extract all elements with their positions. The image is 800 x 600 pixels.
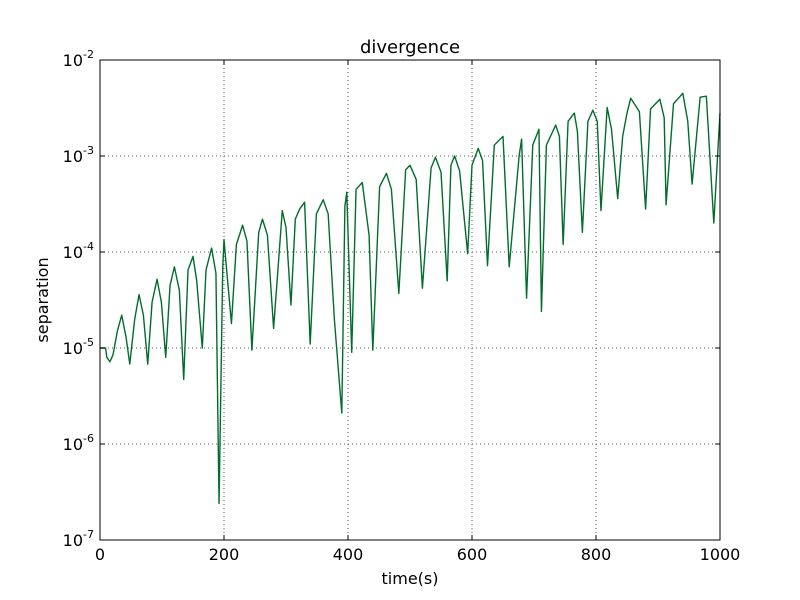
chart-title: divergence [360, 37, 460, 58]
y-tick-label: 10-3 [63, 144, 94, 166]
x-tick-label: 600 [457, 545, 488, 564]
y-axis-label: separation [33, 257, 52, 342]
axis-ticks: 0 200 400 600 800 1000 10-7 10-6 10-5 10-4 10-3 10-… [63, 48, 741, 564]
x-tick-label: 400 [333, 545, 364, 564]
x-axis-label: time(s) [382, 569, 439, 588]
grid-lines [100, 60, 720, 540]
data-series-line [100, 92, 721, 505]
y-tick-label: 10-5 [63, 336, 94, 358]
x-tick-label: 800 [581, 545, 612, 564]
y-tick-label: 10-7 [63, 528, 94, 550]
x-tick-label: 200 [209, 545, 240, 564]
x-tick-label: 1000 [700, 545, 741, 564]
axes-frame [99, 59, 721, 541]
y-tick-label: 10-4 [63, 240, 94, 262]
y-tick-label: 10-2 [63, 48, 94, 70]
plot-area [100, 92, 721, 505]
y-tick-label: 10-6 [63, 432, 94, 454]
x-tick-label: 0 [95, 545, 105, 564]
